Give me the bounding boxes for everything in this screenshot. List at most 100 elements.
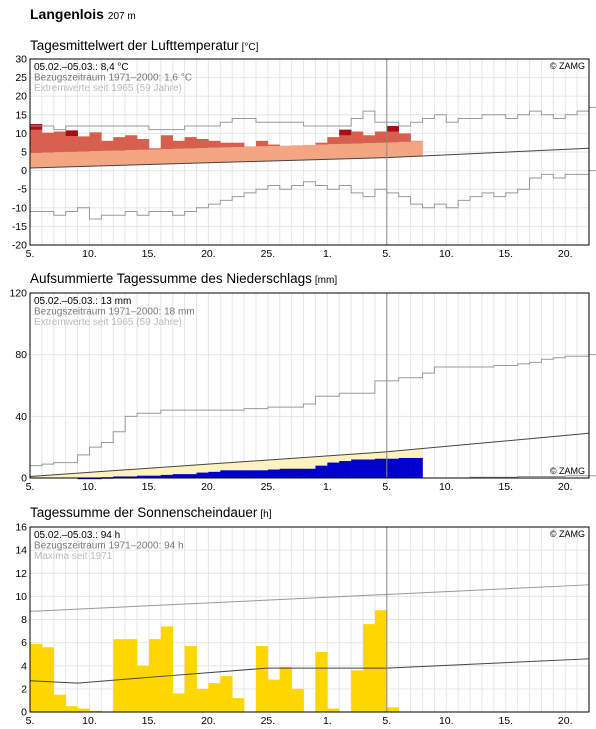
station-name: Langenlois [30, 6, 104, 22]
temperature-xtick-label: 1. [323, 248, 332, 260]
temperature-ytick-label: -15 [12, 221, 27, 233]
sunshine-bar [374, 610, 388, 712]
precipitation-observed-bar [363, 459, 376, 478]
precipitation-title-text: Aufsummierte Tagessumme des Niederschlag… [30, 271, 312, 286]
temperature-title-text: Tagesmittelwert der Lufttemperatur [30, 38, 239, 53]
precipitation-observed-bar [255, 470, 269, 478]
precipitation-observed-bar [315, 465, 328, 478]
sunshine-xtick-label: 1. [323, 715, 332, 727]
temperature-day-bar [351, 131, 364, 144]
precipitation-observed-bar [244, 470, 257, 478]
precipitation-xtick-label: 20. [558, 481, 573, 493]
sunshine-reference-line [29, 658, 590, 684]
precipitation-legend-line-1: 05.02.–05.03.: 13 mm [34, 296, 131, 307]
sunshine-bar [65, 706, 78, 712]
precipitation-observed-bar [220, 470, 233, 478]
precipitation-title: Aufsummierte Tagessumme des Niederschlag… [30, 271, 337, 286]
temperature-day-bar [172, 140, 185, 149]
sunshine-xtick-label: 20. [558, 715, 573, 727]
temperature-mean-band [410, 141, 423, 157]
sunshine-bar [315, 651, 328, 712]
sunshine-ytick-label: 10 [15, 591, 27, 603]
precipitation-observed-bar [184, 474, 197, 478]
temperature-mean-band [77, 151, 90, 167]
precipitation-observed-bar [137, 475, 150, 478]
temperature-ytick-label: 30 [15, 54, 27, 66]
temperature-unit: [°C] [241, 42, 259, 53]
temperature-mean-band [101, 150, 114, 166]
precipitation-xtick-label: 5. [26, 481, 35, 493]
sunshine-xtick-label: 15. [498, 715, 513, 727]
sunshine-bar [208, 683, 221, 712]
temperature-day-bar [398, 133, 411, 142]
temperature-mean-band [41, 152, 55, 168]
sunshine-bar [279, 666, 292, 712]
sunshine-xtick-label: 5. [26, 715, 35, 727]
temperature-mean-band [89, 151, 102, 167]
temperature-mean-band [244, 146, 257, 162]
sunshine-bar [255, 646, 269, 712]
precipitation-observed-bar [339, 461, 352, 478]
temperature-mean-band [339, 143, 352, 159]
temperature-xtick-label: 10. [439, 248, 454, 260]
precipitation-observed-bar [410, 457, 423, 478]
temperature-day-bar [196, 138, 209, 149]
temperature-ytick-label: 5 [21, 147, 27, 159]
sunshine-credit: © ZAMG [550, 529, 585, 539]
temperature-xtick-label: 5. [382, 248, 391, 260]
sunshine-xtick-label: 25. [261, 715, 276, 727]
temperature-xtick-label: 15. [142, 248, 157, 260]
temperature-high-mark [386, 125, 400, 132]
temperature-day-bar [315, 142, 328, 145]
sunshine-maxima-line [29, 584, 590, 612]
temperature-mean-band [363, 143, 376, 159]
sunshine-xtick-label: 10. [439, 715, 454, 727]
station-altitude: 207 m [107, 11, 136, 22]
temperature-high-mark [339, 129, 352, 136]
temperature-high-mark [30, 124, 43, 130]
temperature-legend-line-1: 05.02.–05.03.: 8,4 °C [34, 62, 129, 73]
sunshine-bar [41, 647, 55, 712]
temperature-mean-band [315, 144, 328, 160]
sunshine-xtick-label: 5. [382, 715, 391, 727]
temperature-mean-band [220, 147, 233, 163]
sunshine-title: Tagessumme der Sonnenscheindauer [h] [30, 505, 272, 520]
sunshine-ytick-label: 8 [21, 614, 27, 626]
sunshine-bar [267, 679, 281, 712]
temperature-ytick-label: -20 [12, 240, 27, 252]
sunshine-ytick-label: 4 [21, 660, 27, 672]
sunshine-bar [89, 710, 102, 712]
temperature-mean-band [232, 147, 245, 162]
temperature-day-bar [374, 131, 388, 143]
temperature-mean-band [398, 141, 411, 157]
precipitation-observed-bar [113, 476, 126, 478]
temperature-mean-band [65, 151, 78, 167]
sunshine-bar [77, 708, 90, 712]
precipitation-observed-bar [160, 474, 174, 478]
precipitation-ytick-label: 0 [21, 473, 27, 485]
temperature-mean-band [351, 143, 364, 159]
temperature-mean-band [196, 148, 209, 163]
precipitation-observed-bar [196, 472, 209, 478]
temperature-mean-band [374, 142, 388, 158]
sunshine-title-text: Tagessumme der Sonnenscheindauer [30, 505, 258, 520]
temperature-day-bar [148, 148, 162, 150]
precipitation-observed-bar [148, 475, 162, 478]
temperature-day-bar [327, 137, 340, 145]
temperature-ytick-label: -5 [18, 184, 27, 196]
precipitation-observed-bar [232, 470, 245, 478]
precipitation-xtick-label: 25. [261, 481, 276, 493]
temperature-mean-band [208, 147, 221, 163]
temperature-day-bar [232, 142, 245, 148]
precipitation-observed-bar [291, 468, 304, 478]
sunshine-legend-line-2: Bezugszeitraum 1971–2000: 94 h [34, 541, 184, 552]
sunshine-bar [196, 688, 209, 712]
precipitation-observed-bar [374, 458, 388, 478]
temperature-day-bar [160, 135, 174, 150]
precipitation-observed-bar [398, 457, 411, 478]
sunshine-bar [172, 693, 185, 712]
sunshine-bar [137, 665, 150, 712]
